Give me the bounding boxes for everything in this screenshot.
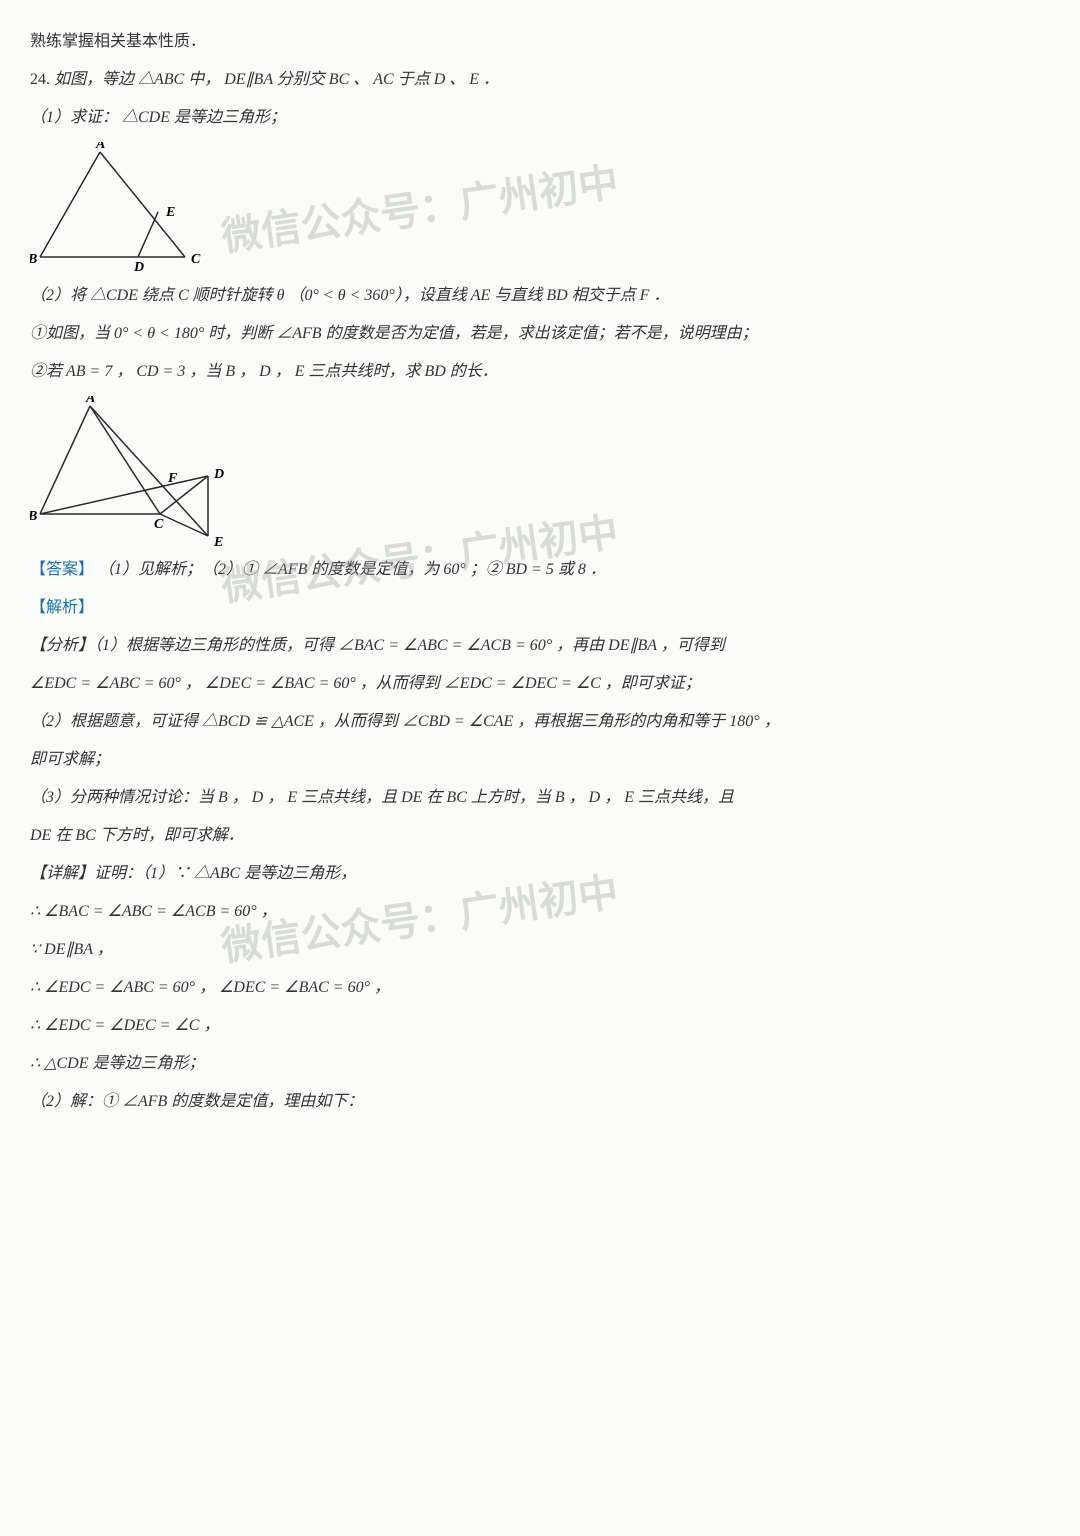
analysis-line-4: 即可求解； [30,744,1050,776]
detail-line-4: ∴ ∠EDC = ∠DEC = ∠C ， [30,1010,1050,1042]
detail-line-5: ∴ △CDE 是等边三角形； [30,1048,1050,1080]
svg-text:C: C [191,252,201,267]
analysis-line-2: ∠EDC = ∠ABC = 60° ， ∠DEC = ∠BAC = 60° ，从… [30,668,1050,700]
detail-line-6: （2）解：① ∠AFB 的度数是定值，理由如下： [30,1086,1050,1118]
problem-number: 24. [30,71,50,88]
part2-sub1: ①如图，当 0° < θ < 180° 时，判断 ∠AFB 的度数是否为定值，若… [30,318,1050,350]
answer-line: 【答案】 （1）见解析； （2）① ∠AFB 的度数是定值，为 60° ；② B… [30,554,1050,586]
svg-text:B: B [30,509,37,524]
part2-sub2: ②若 AB = 7 ， CD = 3 ，当 B ， D ， E 三点共线时，求 … [30,356,1050,388]
analysis-line-6: DE 在 BC 下方时，即可求解． [30,820,1050,852]
analysis-line-3: （2）根据题意，可证得 △BCD ≌ △ACE ，从而得到 ∠CBD = ∠CA… [30,706,1050,738]
problem-stem-text: 如图，等边 △ABC 中， DE∥BA 分别交 BC 、 AC 于点 D 、 E… [54,71,499,88]
analysis-line-1: 【分析】（1）根据等边三角形的性质，可得 ∠BAC = ∠ABC = ∠ACB … [30,630,1050,662]
detail-header: 【详解】证明：（1）∵ △ABC 是等边三角形， [30,858,1050,890]
answer-text: （1）见解析； （2）① ∠AFB 的度数是定值，为 60° ；② BD = 5… [98,561,606,578]
analysis-label: 【解析】 [30,592,1050,624]
svg-text:C: C [154,517,164,532]
figure-2: A B C D E F [30,396,1050,546]
figure-1: A B C D E [30,142,1050,272]
answer-label: 【答案】 [30,561,94,578]
detail-line-2: ∵ DE∥BA ， [30,934,1050,966]
svg-text:D: D [213,467,224,482]
svg-text:A: A [85,396,95,406]
detail-line-3: ∴ ∠EDC = ∠ABC = 60° ， ∠DEC = ∠BAC = 60° … [30,972,1050,1004]
part1-text: （1）求证： △CDE 是等边三角形； [30,102,1050,134]
part2-intro: （2）将 △CDE 绕点 C 顺时针旋转 θ （0° < θ < 360°），设… [30,280,1050,312]
svg-text:A: A [95,142,105,152]
svg-text:E: E [213,535,223,546]
svg-text:F: F [167,471,178,486]
problem-stem: 24. 如图，等边 △ABC 中， DE∥BA 分别交 BC 、 AC 于点 D… [30,64,1050,96]
svg-text:D: D [133,260,144,272]
svg-text:E: E [165,205,175,220]
analysis-line-5: （3）分两种情况讨论：当 B ， D ， E 三点共线，且 DE 在 BC 上方… [30,782,1050,814]
detail-line-1: ∴ ∠BAC = ∠ABC = ∠ACB = 60° ， [30,896,1050,928]
svg-text:B: B [30,252,37,267]
intro-text: 熟练掌握相关基本性质． [30,26,1050,58]
